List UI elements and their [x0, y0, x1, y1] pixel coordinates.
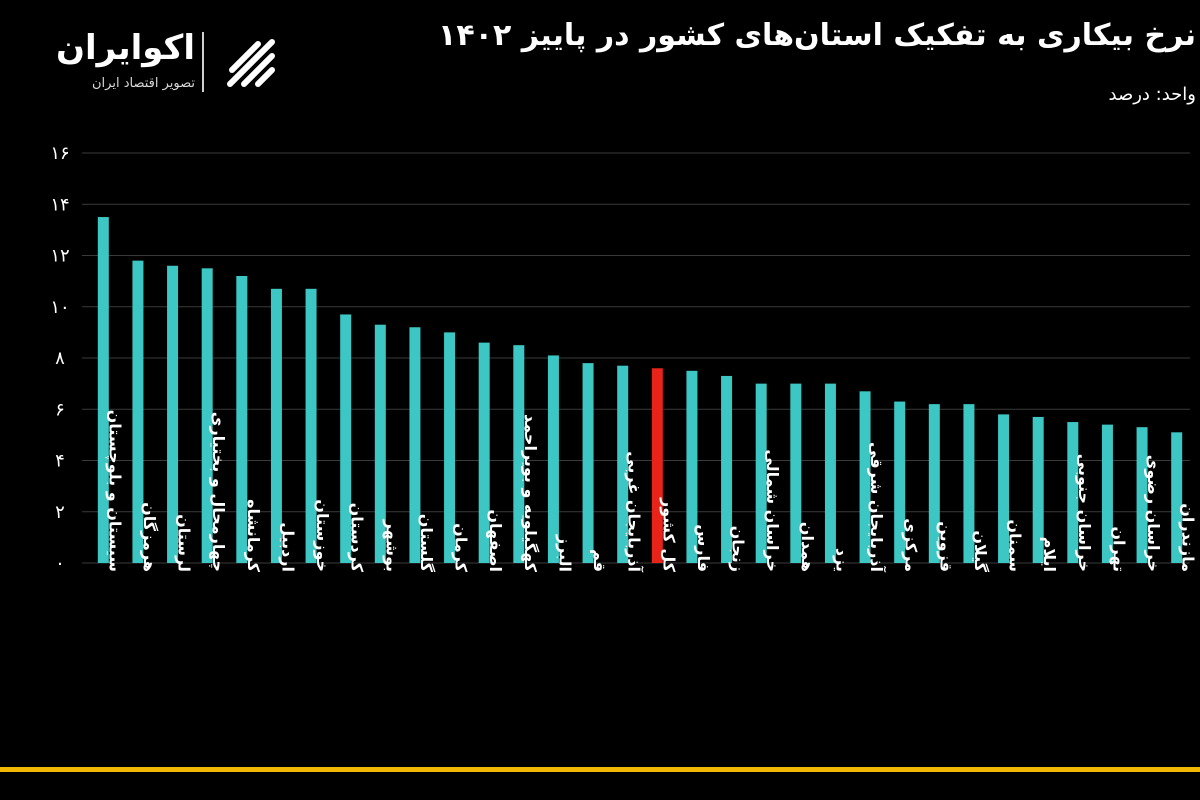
bar	[928, 404, 940, 563]
x-tick-label: ایلام	[1040, 537, 1059, 572]
y-tick-label: ۶	[55, 399, 65, 420]
chart-title: نرخ بیکاری به تفکیک استان‌های کشور در پا…	[438, 18, 1196, 53]
bar	[617, 365, 629, 563]
x-tick-label: اردبیل	[278, 522, 297, 572]
bar	[1136, 427, 1148, 563]
bar	[236, 276, 248, 563]
bar-chart: ۰ ۲ ۴ ۶ ۸ ۱۰ ۱۲ ۱۴ ۱۶ سیستان و بلوچستان هرمزگان لر…	[50, 143, 1197, 574]
x-tick-label: کرمانشاه	[244, 499, 263, 573]
x-tick-label: آذربایجان شرقی	[867, 442, 887, 573]
x-tick-label: خراسان جنوبی	[1075, 454, 1094, 572]
x-tick-label: گلستان	[417, 514, 436, 573]
y-tick-label: ۱۲	[50, 246, 69, 267]
x-tick-label: قزوین	[936, 521, 955, 572]
y-axis-ticks: ۰ ۲ ۴ ۶ ۸ ۱۰ ۱۲ ۱۴ ۱۶	[50, 143, 69, 574]
accent-bottom-line	[0, 767, 1200, 772]
bar	[547, 355, 559, 563]
bar	[859, 391, 871, 563]
x-tick-label: سمنان	[1006, 519, 1025, 572]
unit-label: واحد: درصد	[1108, 84, 1197, 105]
bar	[790, 383, 802, 563]
logo-name: اکوایران	[56, 28, 195, 68]
x-tick-label: مرکزی	[902, 518, 921, 572]
x-tick-label: خوزستان	[313, 499, 332, 572]
bar	[513, 345, 525, 563]
x-tick-label: فارس	[694, 524, 713, 572]
bars	[97, 217, 1183, 563]
bar	[1067, 422, 1079, 563]
bar	[963, 404, 975, 563]
x-tick-label: زنجان	[729, 526, 748, 572]
y-tick-label: ۰	[55, 553, 65, 574]
bar	[167, 265, 179, 563]
bar	[444, 332, 456, 563]
bar	[270, 288, 282, 563]
bar	[97, 217, 109, 563]
ecoiran-logo: اکوایران تصویر اقتصاد ایران	[40, 22, 300, 102]
bar	[374, 324, 386, 563]
x-tick-label: یزد	[832, 548, 851, 572]
x-tick-label: کرمان	[452, 523, 471, 573]
x-tick-label: هرمزگان	[140, 502, 159, 572]
x-tick-label: کهگیلویه و بویراحمد	[521, 414, 540, 573]
x-tick-label: قم	[590, 549, 609, 572]
bar	[721, 375, 733, 563]
bar	[1101, 424, 1113, 563]
logo-divider	[202, 32, 204, 92]
x-tick-label: گیلان	[971, 530, 990, 572]
bar	[1032, 416, 1044, 563]
y-tick-label: ۱۴	[50, 194, 69, 215]
y-tick-label: ۴	[55, 451, 65, 472]
bar	[409, 327, 421, 563]
bar	[686, 370, 698, 563]
bar	[1171, 432, 1183, 563]
x-tick-label: تهران	[1109, 526, 1128, 572]
x-tick-label: خراسان رضوی	[1144, 455, 1163, 572]
bar	[132, 260, 144, 563]
x-tick-label: کل کشور	[659, 497, 678, 573]
x-tick-label: البرز	[555, 534, 574, 572]
y-tick-label: ۱۶	[50, 143, 69, 164]
x-tick-label: کردستان	[348, 503, 367, 573]
x-tick-label: آذربایجان غربی	[625, 451, 645, 572]
chart-header: اکوایران تصویر اقتصاد ایران نرخ بیکاری ب…	[0, 0, 1200, 140]
y-tick-label: ۸	[55, 348, 65, 369]
x-tick-label: سیستان و بلوچستان	[104, 410, 124, 572]
bar	[998, 414, 1010, 563]
bar	[478, 342, 490, 563]
x-tick-label: همدان	[798, 522, 817, 572]
logo-tagline: تصویر اقتصاد ایران	[92, 76, 195, 91]
bar	[305, 288, 317, 563]
bar	[340, 314, 352, 563]
bar	[894, 401, 906, 563]
bar	[824, 383, 836, 563]
x-tick-label: اصفهان	[486, 509, 505, 572]
x-tick-label: بوشهر	[382, 519, 401, 572]
x-tick-label: خراسان شمالی	[763, 449, 782, 572]
bar	[755, 383, 767, 563]
x-axis-labels: سیستان و بلوچستان هرمزگان لرستان چهارمحال و…	[104, 410, 1197, 573]
x-tick-label: لرستان	[175, 514, 194, 572]
bar	[201, 268, 213, 563]
y-tick-label: ۲	[55, 502, 65, 523]
y-tick-label: ۱۰	[50, 297, 69, 318]
bar-highlight	[651, 368, 663, 563]
bar	[582, 363, 594, 563]
x-tick-label: مازندران	[1179, 503, 1198, 572]
x-tick-label: چهارمحال و بختیاری	[208, 412, 228, 572]
logo-mark-icon	[227, 39, 275, 87]
